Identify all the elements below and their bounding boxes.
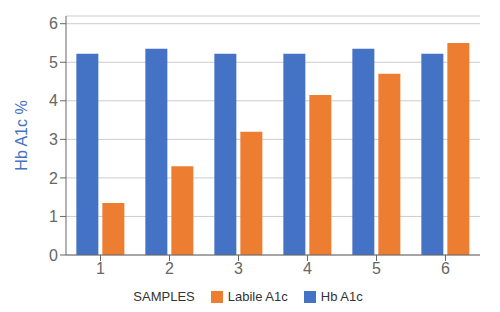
svg-text:2: 2 <box>49 170 58 187</box>
html-text:SAMPLES: SAMPLES <box>133 289 195 304</box>
svg-text:3: 3 <box>49 131 58 148</box>
svg-text:2: 2 <box>165 260 174 277</box>
svg-text:4: 4 <box>303 260 312 277</box>
svg-text:1: 1 <box>49 208 58 225</box>
svg-text:Hb A1c %: Hb A1c % <box>13 100 30 170</box>
html-text:Hb A1c: Hb A1c <box>320 289 363 304</box>
svg-text:4: 4 <box>49 92 58 109</box>
svg-text:1: 1 <box>96 260 105 277</box>
html-text:Labile A1c: Labile A1c <box>227 289 288 304</box>
svg-text:5: 5 <box>49 54 58 71</box>
svg-text:6: 6 <box>49 15 58 32</box>
svg-text:6: 6 <box>441 260 450 277</box>
svg-text:3: 3 <box>234 260 243 277</box>
svg-text:5: 5 <box>372 260 381 277</box>
svg-text:0: 0 <box>49 247 58 264</box>
